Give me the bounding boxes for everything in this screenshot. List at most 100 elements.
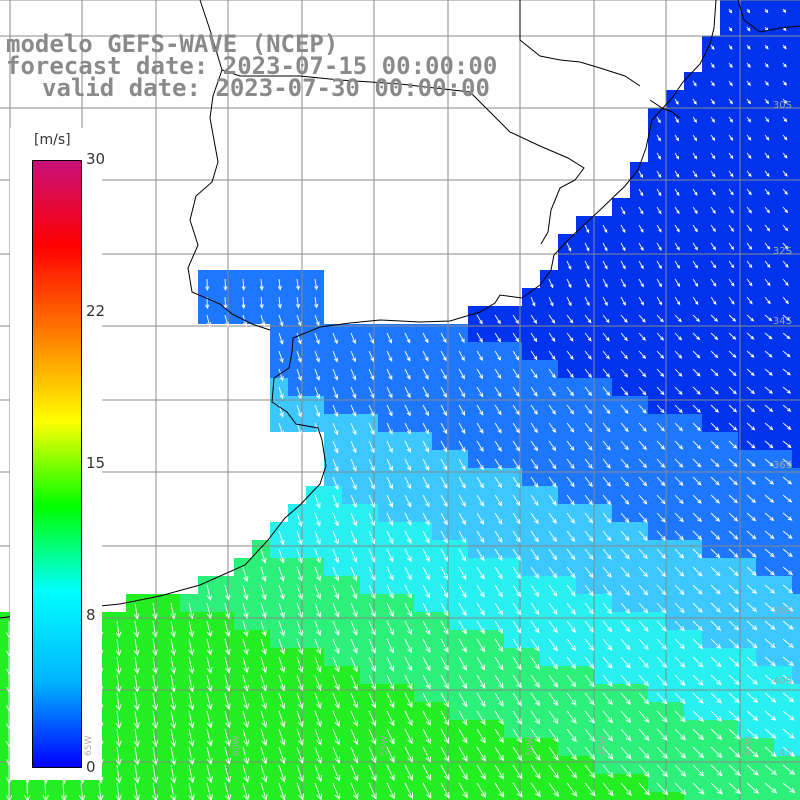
field-cell	[702, 792, 720, 800]
wind-arrow	[566, 278, 572, 289]
wind-arrow	[620, 746, 632, 760]
wind-arrow	[296, 674, 304, 692]
wind-arrow	[674, 314, 682, 323]
wind-arrow	[350, 368, 357, 381]
wind-arrow	[422, 512, 430, 526]
wind-arrow	[260, 782, 268, 800]
wind-arrow	[638, 206, 644, 215]
wind-arrow	[115, 710, 122, 730]
wind-arrow	[782, 80, 787, 86]
field-cell	[288, 792, 306, 800]
wind-arrow	[296, 584, 303, 600]
field-cell	[792, 486, 800, 504]
wind-arrow	[476, 476, 484, 489]
field-cell	[72, 792, 90, 800]
wind-arrow	[656, 674, 668, 687]
wind-arrow	[386, 782, 395, 800]
wind-arrow	[638, 746, 650, 760]
wind-arrow	[386, 422, 393, 435]
wind-arrow	[710, 440, 720, 450]
wind-arrow	[224, 638, 231, 656]
wind-arrow	[566, 638, 577, 652]
wind-arrow	[368, 602, 376, 618]
wind-arrow	[386, 458, 393, 472]
coastline	[0, 0, 800, 619]
wind-arrow	[133, 728, 140, 748]
wind-arrow	[494, 656, 504, 671]
field-cell	[468, 792, 486, 800]
wind-arrow	[5, 782, 13, 800]
wind-arrow	[368, 368, 375, 381]
field-cell	[648, 792, 666, 800]
wind-arrow	[692, 224, 698, 233]
wind-arrow	[728, 242, 735, 251]
wind-arrow	[458, 602, 467, 617]
wind-arrow	[350, 440, 357, 454]
wind-arrow	[782, 350, 791, 358]
wind-arrow	[656, 656, 668, 669]
field-cell	[450, 792, 468, 800]
wind-arrow	[60, 782, 68, 800]
wind-arrow	[170, 620, 176, 638]
wind-arrow	[746, 440, 756, 449]
wind-arrow	[674, 512, 684, 523]
wind-arrow	[512, 494, 521, 507]
wind-arrow	[602, 440, 611, 451]
wind-arrow	[620, 548, 630, 560]
wind-arrow	[710, 134, 716, 142]
wind-arrow	[548, 332, 556, 342]
wind-arrow	[368, 332, 374, 344]
wind-arrow	[386, 404, 393, 417]
wind-arrow	[278, 386, 284, 400]
wind-arrow	[566, 764, 578, 779]
wind-arrow	[260, 710, 268, 729]
wind-arrow	[548, 548, 558, 561]
wind-arrow	[584, 620, 595, 633]
wind-arrow	[782, 566, 794, 576]
wind-arrow	[782, 224, 789, 232]
wind-arrow	[548, 692, 559, 707]
wind-arrow	[206, 584, 213, 601]
wind-arrow	[494, 746, 505, 762]
wind-arrow	[332, 440, 339, 454]
wind-arrow	[440, 656, 449, 672]
wind-arrow	[764, 386, 774, 394]
wind-arrow	[782, 728, 795, 739]
wind-arrow	[404, 368, 411, 381]
wind-arrow	[602, 602, 613, 615]
wind-arrow	[692, 116, 697, 124]
wind-arrow	[746, 530, 757, 540]
wind-arrow	[278, 314, 284, 327]
wind-arrow	[494, 422, 502, 434]
wind-arrow	[440, 584, 449, 599]
wind-arrow	[692, 692, 704, 704]
wind-arrow	[656, 260, 662, 270]
wind-arrow	[656, 746, 668, 760]
field-cell	[630, 792, 648, 800]
wind-arrow	[242, 764, 250, 783]
wind-arrow	[566, 548, 576, 561]
lat-label-30s: 30S	[772, 100, 792, 111]
wind-arrow	[728, 44, 733, 50]
wind-arrow	[728, 314, 737, 322]
wind-arrow	[710, 260, 717, 269]
wind-arrow	[728, 188, 734, 196]
field-cell	[36, 792, 54, 800]
wind-arrow	[224, 602, 231, 619]
wind-arrow	[440, 512, 448, 526]
wind-arrow	[224, 314, 230, 328]
wind-arrow	[422, 440, 430, 453]
wind-arrow	[710, 242, 717, 251]
wind-arrow	[692, 386, 701, 395]
wind-arrow	[170, 656, 177, 675]
wind-arrow	[422, 422, 429, 435]
wind-arrow	[440, 368, 447, 380]
wind-arrow	[638, 674, 650, 687]
wind-arrow	[710, 314, 719, 322]
wind-arrow	[152, 638, 158, 657]
wind-arrow	[602, 350, 610, 360]
field-cell	[792, 612, 800, 630]
wind-arrow	[692, 782, 705, 795]
wind-arrow	[584, 404, 593, 415]
wind-arrow	[728, 350, 737, 359]
